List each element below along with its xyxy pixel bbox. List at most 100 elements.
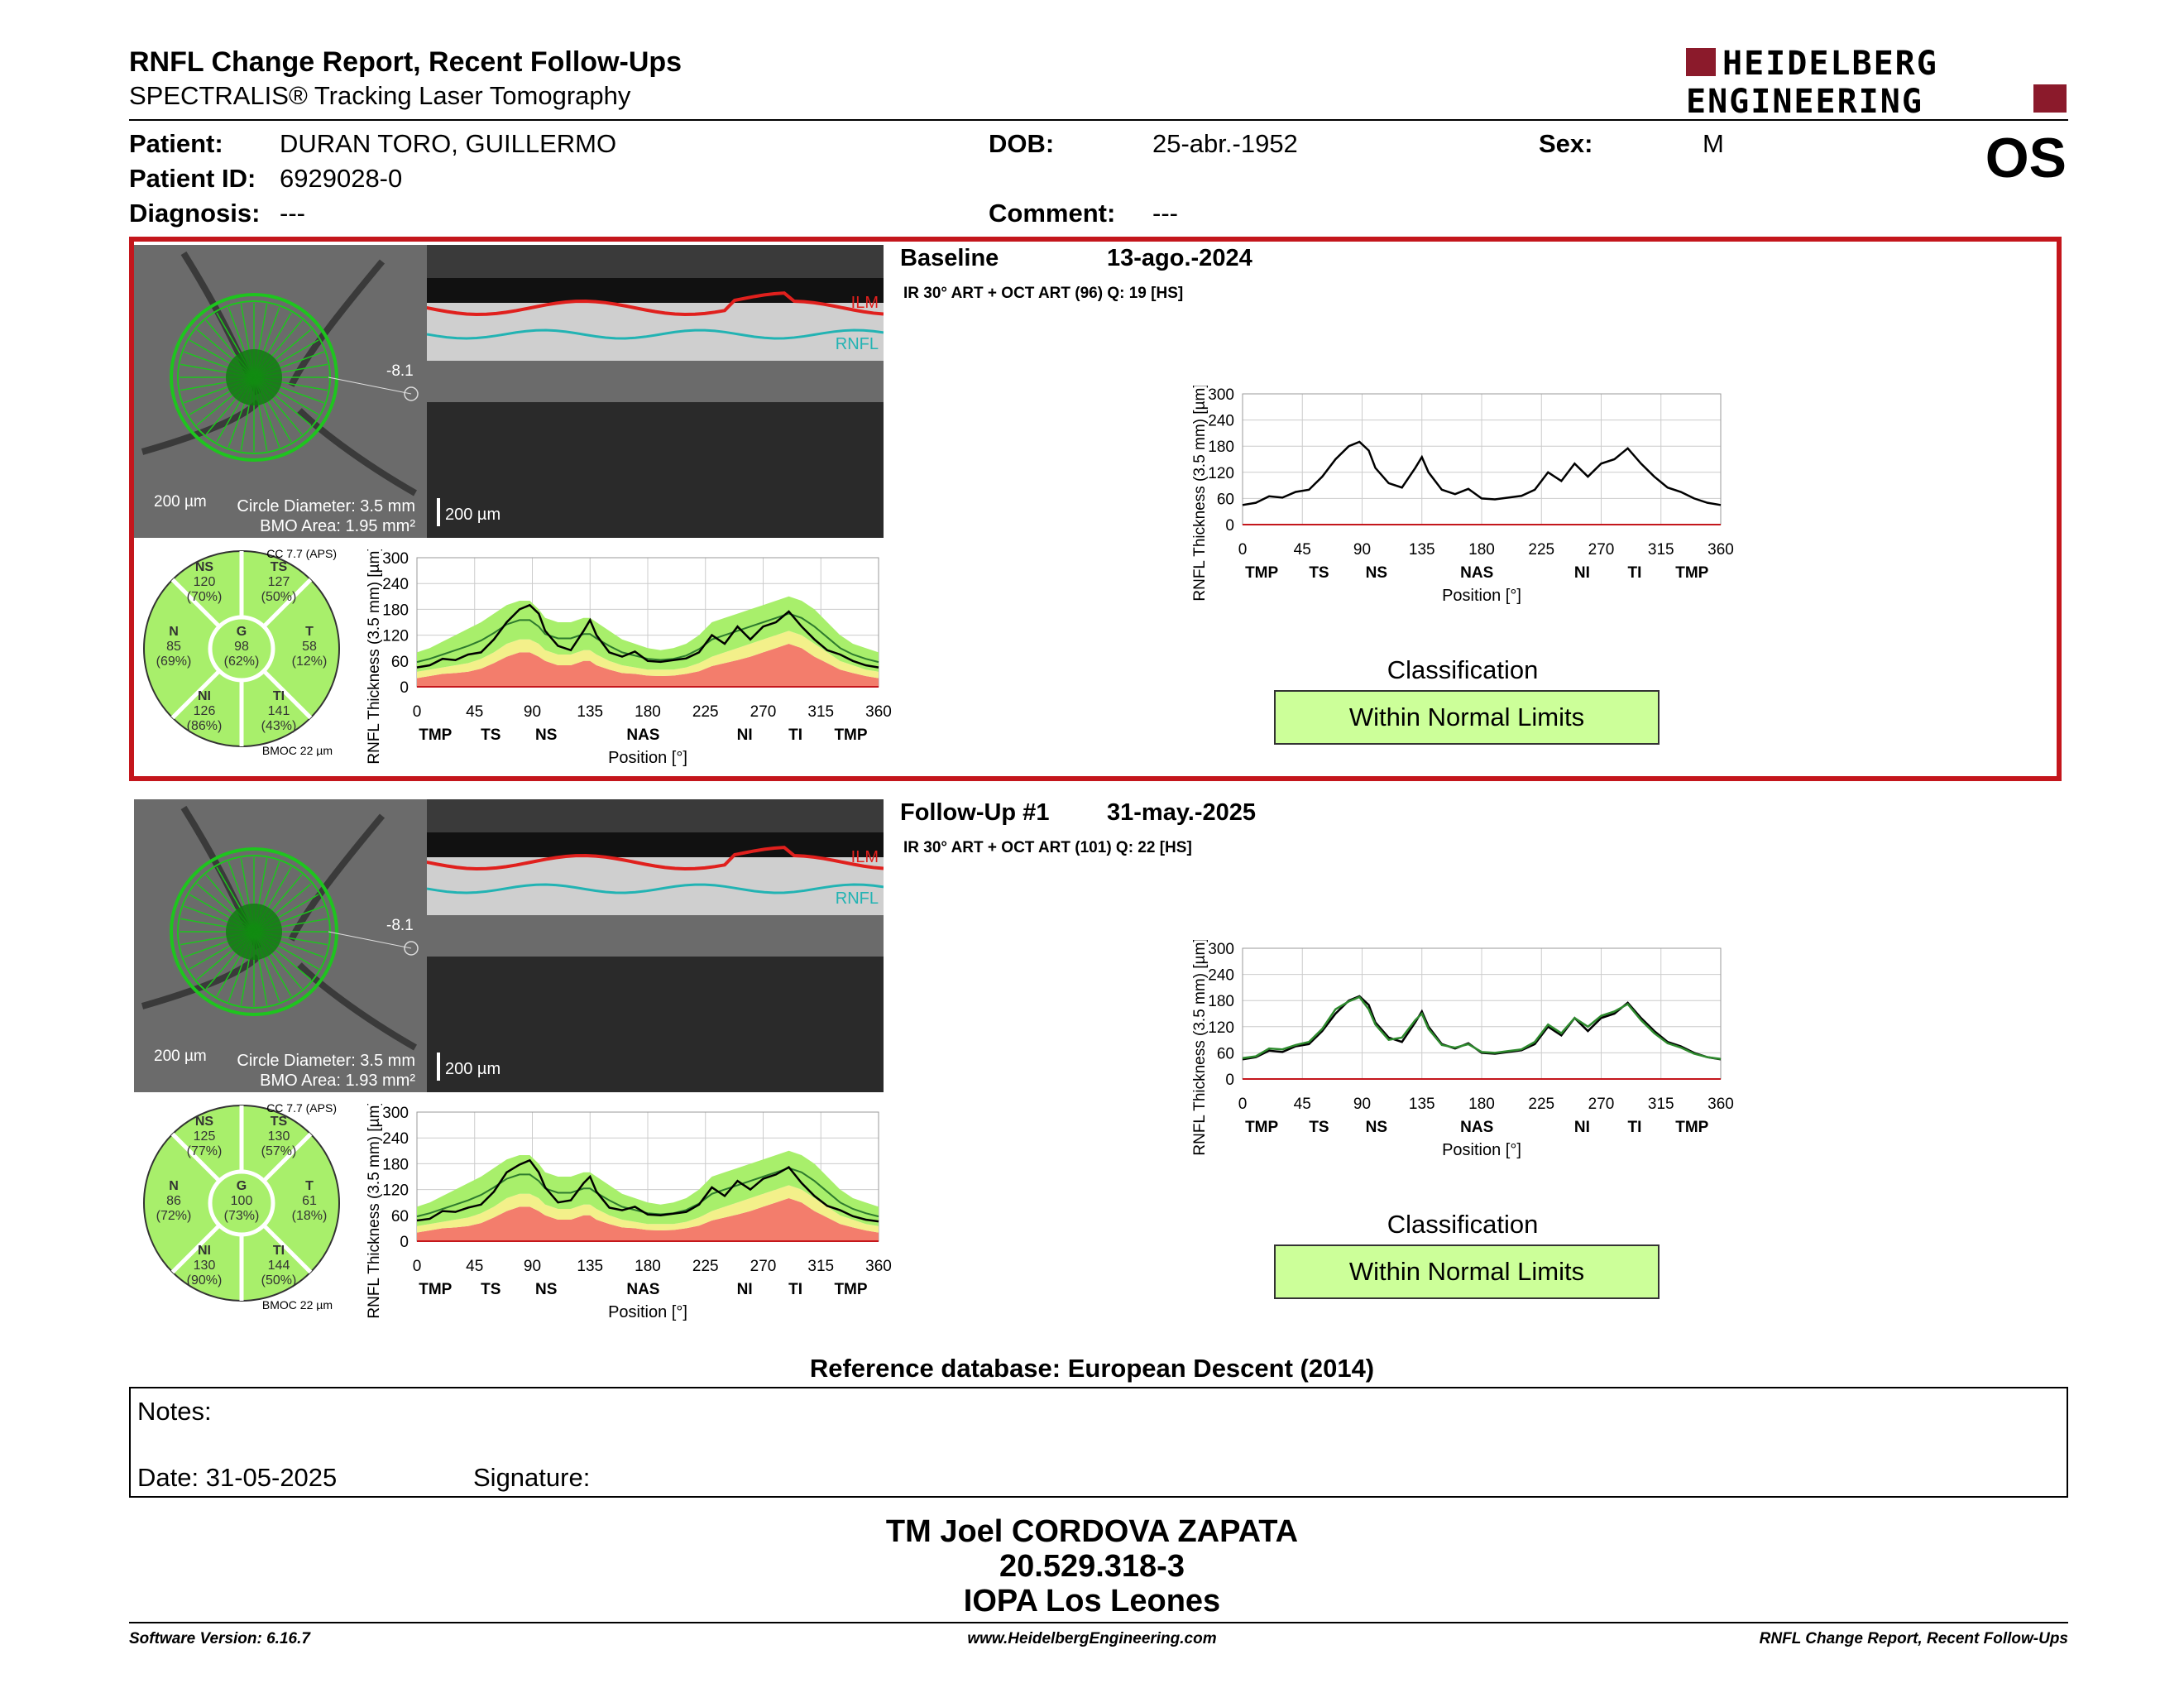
sector-axis-label: NI — [737, 1281, 753, 1298]
y-tick-label: 0 — [1225, 517, 1234, 535]
rnfl-line — [427, 328, 884, 340]
classification-result-box: Within Normal Limits — [1274, 1244, 1660, 1299]
sector-ns-value: 125 — [194, 1129, 216, 1144]
sector-divider — [170, 1224, 221, 1274]
sector-axis-label: NS — [1366, 1119, 1387, 1136]
x-axis-title: Position [°] — [1442, 1141, 1521, 1159]
exam-panel-baseline: -8.1 200 µm Circle Diameter: 3.5 mm BMO Are… — [0, 245, 2184, 783]
circle-diameter: Circle Diameter: 3.5 mm — [237, 497, 415, 516]
fundus-image: -8.1 200 µm Circle Diameter: 3.5 mm BMO Are… — [134, 245, 427, 538]
sector-disk-center — [208, 1169, 275, 1237]
sector-axis-label: TMP — [419, 727, 452, 744]
footer-report-name: RNFL Change Report, Recent Follow-Ups — [1759, 1630, 2068, 1647]
sector-axis-label: TI — [788, 727, 802, 744]
svg-text:HEIDELBERG: HEIDELBERG — [1722, 45, 1938, 83]
x-tick-label: 315 — [1648, 1096, 1674, 1113]
sector-n-pct: (72%) — [156, 1209, 192, 1223]
x-tick-label: 0 — [413, 703, 422, 721]
eye-laterality: OS — [1985, 127, 2067, 189]
patient-label: Patient: — [129, 129, 223, 158]
sector-ni-label: NI — [198, 1244, 211, 1258]
sex-label: Sex: — [1539, 129, 1593, 158]
cc-label: CC 7.7 (APS) — [266, 1104, 337, 1115]
sector-divider — [170, 1132, 221, 1182]
sector-ni-label: NI — [198, 689, 211, 703]
x-tick-label: 45 — [466, 1258, 483, 1275]
sector-t-value: 58 — [302, 640, 317, 654]
retina-band — [427, 857, 884, 915]
vitreous-band — [427, 799, 884, 832]
classification-label: Classification — [1387, 1210, 1539, 1239]
normal-mean-line — [416, 612, 879, 664]
x-tick-label: 90 — [524, 1258, 541, 1275]
dob-value: 25-abr.-1952 — [1152, 129, 1298, 158]
x-tick-label: 45 — [466, 703, 483, 721]
vessel-shape — [288, 259, 386, 387]
fundus-scan-circle: -8.1 200 µm Circle Diameter: 3.5 mm BMO Are… — [141, 805, 419, 1090]
sector-axis-label: TMP — [1245, 564, 1278, 582]
cc-label: CC 7.7 (APS) — [266, 549, 337, 560]
x-axis-title: Position [°] — [1442, 587, 1521, 605]
sector-axis-label: NI — [1574, 1119, 1590, 1136]
rnfl-label: RNFL — [836, 890, 879, 908]
scan-info: IR 30° ART + OCT ART (101) Q: 22 [HS] — [903, 839, 1192, 856]
angle-value: -8.1 — [386, 917, 414, 934]
sector-axis-label: TMP — [834, 727, 867, 744]
change-profile-chart: 300 240 180 120 60 00 45 90 135 180 225 270 315 360 TM… — [1191, 940, 1734, 1159]
fundus-scale-label: 200 µm — [154, 493, 207, 511]
sector-axis-label: TI — [788, 1281, 802, 1298]
x-tick-label: 90 — [1353, 1096, 1371, 1113]
header-divider — [129, 119, 2068, 121]
rnfl-label: RNFL — [836, 335, 879, 353]
sector-ns-value: 120 — [194, 575, 216, 589]
y-axis-title: RNFL Thickness (3.5 mm) [µm] — [1191, 386, 1209, 602]
sector-divider — [262, 1132, 313, 1182]
exam-title: Follow-Up #1 — [900, 799, 1050, 826]
sector-ts-pct: (50%) — [261, 590, 297, 604]
y-tick-label: 0 — [1225, 1072, 1234, 1089]
x-tick-label: 360 — [865, 703, 892, 721]
x-tick-label: 0 — [1238, 541, 1248, 559]
x-tick-label: 135 — [577, 1258, 603, 1275]
borderline-band — [417, 1185, 879, 1233]
sex-value: M — [1703, 129, 1724, 158]
sector-ti-pct: (50%) — [261, 1273, 297, 1288]
oct-layers: ILM RNFL 200 µm — [427, 245, 884, 538]
sector-g-value: 98 — [234, 640, 249, 654]
x-tick-label: 135 — [1409, 1096, 1435, 1113]
retina-band — [427, 303, 884, 361]
sector-divider — [262, 578, 313, 628]
angle-guide-line — [328, 376, 412, 395]
sector-axis-label: TI — [1628, 564, 1642, 582]
thickness-profile-chart: 300 240 180 120 60 00 45 90 135 180 225 270 315 360 TM… — [366, 1104, 892, 1321]
y-tick-label: 0 — [400, 679, 409, 697]
y-tick-label: 120 — [382, 1182, 409, 1200]
sector-ns-label: NS — [195, 1115, 214, 1129]
y-tick-label: 240 — [382, 576, 409, 593]
website-link[interactable]: www.HeidelbergEngineering.com — [967, 1630, 1217, 1647]
exam-title: Baseline — [900, 245, 999, 271]
sector-axis-label: TI — [1628, 1119, 1642, 1136]
sector-ts-value: 130 — [268, 1129, 290, 1144]
borderline-band — [417, 631, 879, 679]
vitreous-band — [427, 245, 884, 278]
notes-label: Notes: — [137, 1397, 212, 1426]
sector-axis-label: NS — [535, 727, 557, 744]
baseline-highlight-frame — [129, 237, 2062, 781]
sector-axis-label: TS — [1309, 1119, 1329, 1136]
oct-bscan-image: ILM RNFL 200 µm — [427, 799, 884, 1092]
scan-info: IR 30° ART + OCT ART (96) Q: 19 [HS] — [903, 285, 1184, 302]
exam-date: 13-ago.-2024 — [1107, 245, 1252, 271]
sector-ts-value: 127 — [268, 575, 290, 589]
signer-org: IOPA Los Leones — [963, 1584, 1221, 1618]
report-subtitle: SPECTRALIS® Tracking Laser Tomography — [129, 81, 631, 110]
x-tick-label: 180 — [1468, 1096, 1495, 1113]
sector-g-label: G — [237, 625, 247, 639]
notes-box[interactable]: Notes: Date: 31-05-2025 Signature: — [129, 1387, 2068, 1498]
notes-date: Date: 31-05-2025 — [137, 1463, 338, 1492]
angle-value: -8.1 — [386, 362, 414, 380]
y-tick-label: 240 — [1208, 413, 1234, 430]
sector-disk-center — [208, 615, 275, 683]
sector-axis-label: NS — [535, 1281, 557, 1298]
sector-axis-label: TS — [481, 727, 500, 744]
